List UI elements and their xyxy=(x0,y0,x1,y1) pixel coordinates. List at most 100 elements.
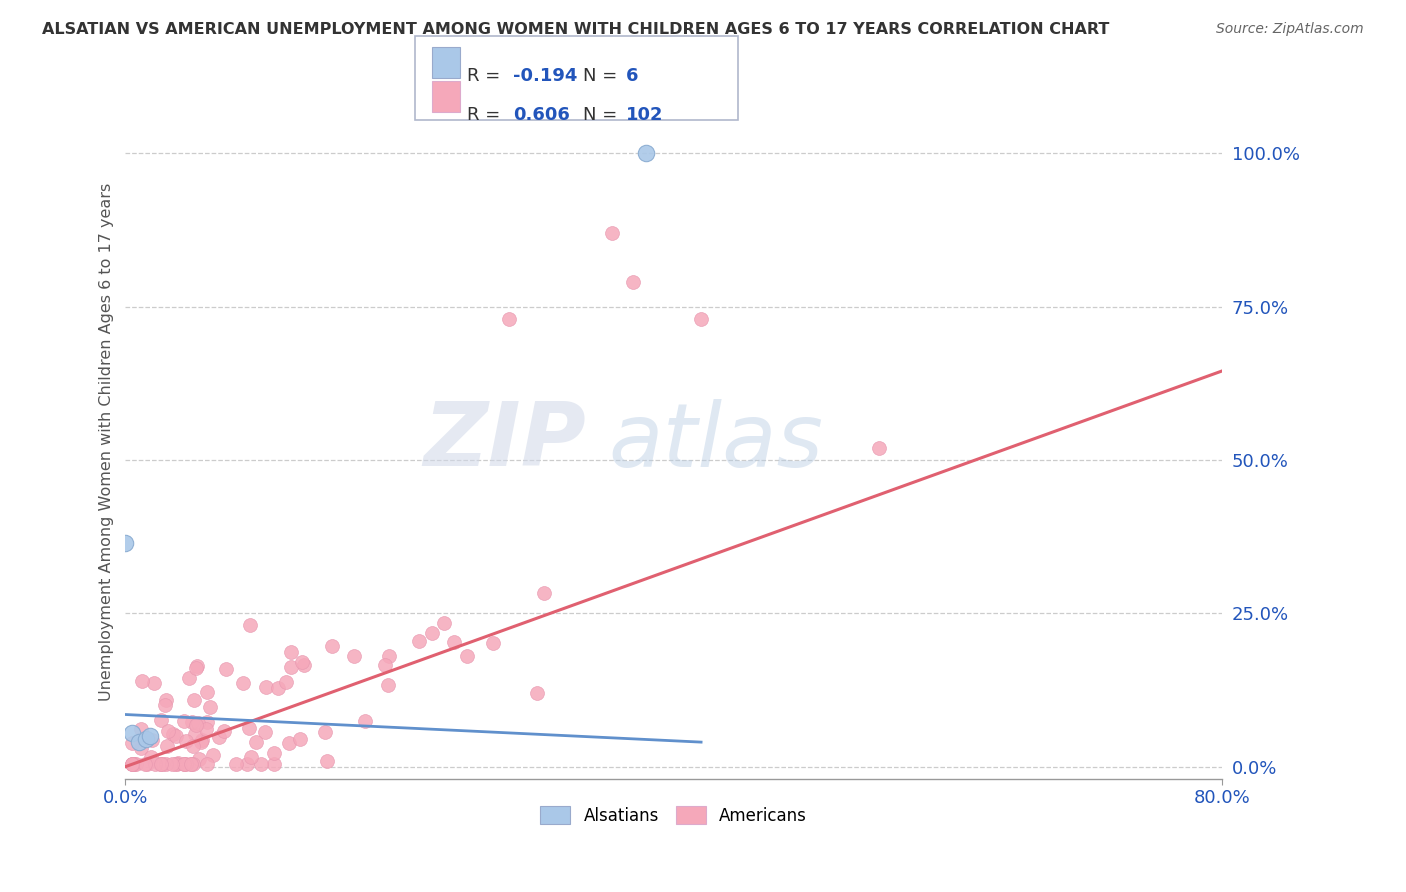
Point xyxy=(177,671,200,685)
Text: 6: 6 xyxy=(626,68,638,86)
Point xyxy=(149,714,172,728)
Point xyxy=(180,756,202,771)
Point xyxy=(245,735,267,749)
Point xyxy=(266,681,288,695)
Point xyxy=(136,756,159,771)
Point xyxy=(240,750,263,764)
Point xyxy=(135,732,157,747)
Point xyxy=(173,756,195,771)
Point xyxy=(232,676,254,690)
Point xyxy=(121,756,143,771)
Text: ZIP: ZIP xyxy=(423,398,586,485)
Legend: Alsatians, Americans: Alsatians, Americans xyxy=(534,799,814,831)
Text: R =: R = xyxy=(467,106,506,125)
Point xyxy=(153,698,176,712)
Text: -0.194: -0.194 xyxy=(513,68,578,86)
Point xyxy=(190,735,212,749)
Point xyxy=(121,756,143,771)
Point xyxy=(195,714,218,729)
Text: N =: N = xyxy=(583,106,623,125)
Point xyxy=(600,226,623,240)
Point xyxy=(121,726,143,740)
Point xyxy=(143,756,166,771)
Point xyxy=(143,675,166,690)
Point xyxy=(377,678,399,692)
Point xyxy=(128,735,150,749)
Point xyxy=(122,756,145,771)
Text: N =: N = xyxy=(583,68,623,86)
Point xyxy=(225,756,247,771)
Point xyxy=(174,734,197,748)
Point xyxy=(378,649,401,664)
Point xyxy=(353,714,375,729)
Point xyxy=(149,756,172,771)
Text: Source: ZipAtlas.com: Source: ZipAtlas.com xyxy=(1216,22,1364,37)
Point xyxy=(186,718,208,732)
Point xyxy=(125,756,148,771)
Point xyxy=(343,649,366,664)
Point xyxy=(156,739,179,754)
Point xyxy=(208,730,231,744)
Point xyxy=(186,659,208,673)
Point xyxy=(254,681,277,695)
Point xyxy=(173,714,195,728)
Point xyxy=(181,739,204,754)
Point xyxy=(181,756,204,771)
Point xyxy=(141,733,163,747)
Point xyxy=(215,662,238,676)
Point xyxy=(456,649,478,664)
Point xyxy=(690,311,713,326)
Point xyxy=(498,311,520,326)
Point xyxy=(165,729,187,743)
Point xyxy=(195,685,218,699)
Point xyxy=(180,756,202,771)
Point xyxy=(121,736,143,750)
Point xyxy=(235,756,257,771)
Point xyxy=(184,661,207,675)
Point xyxy=(190,732,212,747)
Point xyxy=(280,644,302,658)
Point xyxy=(155,756,177,771)
Point xyxy=(134,756,156,771)
Text: ALSATIAN VS AMERICAN UNEMPLOYMENT AMONG WOMEN WITH CHILDREN AGES 6 TO 17 YEARS C: ALSATIAN VS AMERICAN UNEMPLOYMENT AMONG … xyxy=(42,22,1109,37)
Point xyxy=(291,655,314,669)
Point xyxy=(152,756,174,771)
Point xyxy=(278,736,301,750)
Point xyxy=(868,441,890,455)
Point xyxy=(526,686,548,700)
Y-axis label: Unemployment Among Women with Children Ages 6 to 17 years: Unemployment Among Women with Children A… xyxy=(100,183,114,701)
Point xyxy=(321,639,343,653)
Point xyxy=(195,723,218,737)
Text: 0.606: 0.606 xyxy=(513,106,569,125)
Point xyxy=(188,751,211,765)
Point xyxy=(139,729,162,743)
Point xyxy=(482,636,505,650)
Point xyxy=(160,756,183,771)
Point xyxy=(131,673,153,688)
Text: atlas: atlas xyxy=(607,399,823,484)
Point xyxy=(183,727,205,741)
Point xyxy=(165,756,187,771)
Point xyxy=(129,741,152,756)
Point xyxy=(139,749,162,764)
Point xyxy=(636,146,658,161)
Point xyxy=(288,732,311,747)
Point xyxy=(149,756,172,771)
Point xyxy=(183,693,205,707)
Point xyxy=(167,756,190,770)
Point xyxy=(180,714,202,729)
Point xyxy=(253,725,276,739)
Point xyxy=(239,618,262,632)
Point xyxy=(374,657,396,672)
Point xyxy=(274,674,297,689)
Point xyxy=(200,700,222,714)
Point xyxy=(201,748,224,763)
Point xyxy=(157,723,180,738)
Point xyxy=(195,756,218,771)
Point xyxy=(238,721,260,735)
Point xyxy=(432,615,454,630)
Point xyxy=(314,724,336,739)
Point xyxy=(621,275,644,289)
Point xyxy=(176,756,198,771)
Point xyxy=(173,756,195,771)
